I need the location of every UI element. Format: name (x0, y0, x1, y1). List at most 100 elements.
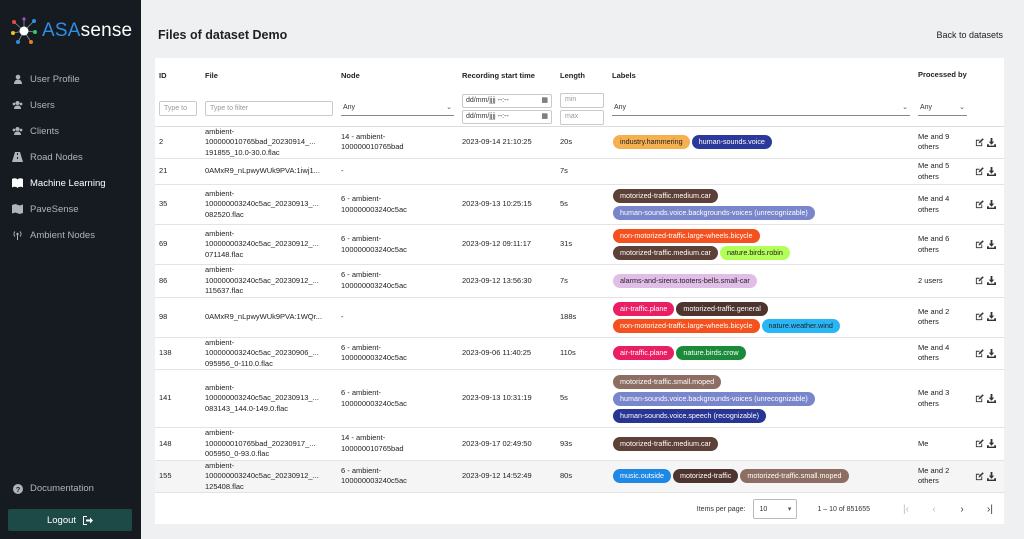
table-row[interactable]: 21 0AMxR9_nLpwyWUk9PVA:1iwj1... - 7s Me and … (155, 158, 1004, 185)
label-chip[interactable]: motorized-traffic (672, 469, 739, 484)
label-chip[interactable]: motorized-traffic.small.moped (613, 374, 722, 389)
edit-icon[interactable] (975, 394, 984, 403)
sidebar-item-road-nodes[interactable]: Road Nodes (0, 144, 141, 170)
download-icon[interactable] (987, 166, 996, 176)
items-per-page-select[interactable]: 10 ▾ (753, 499, 798, 519)
label-chip[interactable]: nature.weather.wind (761, 318, 840, 333)
node-filter-select[interactable]: Any ⌄ (341, 101, 454, 117)
download-icon[interactable] (987, 137, 996, 147)
date-from-input[interactable]: dd/mm/jjjj --:-- ▦ (462, 93, 552, 108)
column-header-length[interactable]: Length (560, 70, 585, 80)
label-chip[interactable]: motorized-traffic.medium.car (613, 436, 718, 451)
cell-id: 2 (155, 126, 201, 159)
processed-line: others (918, 476, 939, 486)
length-min-input[interactable]: min (560, 92, 604, 108)
table-row[interactable]: 155 ambient- 100000003240c5ac_20230912_...… (155, 460, 1004, 493)
label-chip[interactable]: air-traffic.plane (613, 301, 675, 316)
edit-icon[interactable] (975, 200, 984, 209)
column-header-file[interactable]: File (205, 70, 218, 80)
file-line: 100000010765bad_20230914_... (205, 137, 316, 146)
sidebar-item-pavesense[interactable]: PaveSense (0, 196, 141, 222)
cell-node: - (337, 297, 458, 338)
sidebar-item-users[interactable]: Users (0, 92, 141, 118)
id-filter-input[interactable]: Type to (159, 101, 197, 117)
column-header-labels[interactable]: Labels (612, 70, 636, 80)
file-line: ambient- (205, 265, 235, 274)
label-chip[interactable]: motorized-traffic.medium.car (613, 189, 718, 203)
file-line: 100000003240c5ac_20230912_... (205, 275, 319, 285)
sidebar-item-clients[interactable]: Clients (0, 118, 141, 144)
edit-icon[interactable] (975, 439, 984, 448)
label-chip[interactable]: nature.birds.crow (676, 346, 746, 361)
length-max-input[interactable]: max (560, 109, 604, 125)
file-filter-input[interactable]: Type to filter (205, 101, 333, 117)
back-to-datasets-link[interactable]: Back to datasets (936, 30, 1003, 40)
edit-icon[interactable] (975, 276, 984, 285)
column-header-start[interactable]: Recording start time (462, 70, 535, 80)
label-chip[interactable]: nature.birds.robin (719, 246, 790, 260)
calendar-icon[interactable]: ▦ (541, 96, 548, 104)
file-line: 083143_144.0-149.0.flac (205, 403, 288, 413)
table-row[interactable]: 138 ambient- 100000003240c5ac_20230906_...… (155, 337, 1004, 370)
column-header-id[interactable]: ID (159, 70, 167, 80)
edit-icon[interactable] (975, 471, 984, 481)
label-chip[interactable]: human-sounds.voice.backgrounds-voices (u… (613, 206, 815, 220)
next-page-button[interactable]: › (960, 503, 964, 515)
label-chip[interactable]: motorized-traffic.medium.car (613, 246, 718, 260)
brand-logo[interactable]: ASAsense (9, 16, 132, 46)
sidebar-item-documentation[interactable]: ? Documentation (12, 483, 94, 494)
column-header-node[interactable]: Node (341, 70, 360, 80)
sidebar-item-user-profile[interactable]: User Profile (0, 66, 141, 92)
cell-actions (971, 264, 1004, 298)
logout-button[interactable]: Logout (8, 509, 132, 531)
label-chip[interactable]: air-traffic.plane (613, 346, 675, 361)
download-icon[interactable] (987, 199, 996, 209)
download-icon[interactable] (987, 239, 996, 249)
sidebar-item-ambient-nodes[interactable]: Ambient Nodes (0, 222, 141, 248)
label-chip[interactable]: motorized-traffic.general (676, 301, 768, 316)
node-line: 100000003240c5ac (341, 204, 407, 214)
calendar-icon[interactable]: ▦ (541, 112, 548, 120)
cell-actions (971, 158, 1004, 185)
cell-id: 86 (155, 264, 201, 298)
table-row[interactable]: 35 ambient- 100000003240c5ac_20230913_... 0… (155, 184, 1004, 225)
table-row[interactable]: 98 0AMxR9_nLpwyWUk9PVA:1WQr... -188s air-tr… (155, 297, 1004, 338)
prev-page-button[interactable]: ‹ (932, 503, 936, 515)
table-row[interactable]: 141 ambient- 100000003240c5ac_20230913_...… (155, 369, 1004, 428)
edit-icon[interactable] (975, 137, 984, 147)
date-to-input[interactable]: dd/mm/jjjj --:-- ▦ (462, 109, 552, 124)
edit-icon[interactable] (975, 167, 984, 176)
sidebar-item-machine-learning[interactable]: Machine Learning (0, 170, 141, 196)
last-page-button[interactable]: ›| (987, 503, 993, 515)
label-chip[interactable]: music.outside (613, 469, 671, 484)
edit-icon[interactable] (975, 348, 984, 358)
processed-line: others (918, 398, 939, 408)
edit-icon[interactable] (975, 312, 984, 321)
table-row[interactable]: 86 ambient- 100000003240c5ac_20230912_... 1… (155, 264, 1004, 298)
label-chip[interactable]: human-sounds.voice (691, 135, 772, 150)
labels-filter-select[interactable]: Any ⌄ (612, 101, 910, 117)
download-icon[interactable] (987, 471, 996, 481)
download-icon[interactable] (987, 348, 996, 358)
column-header-processed[interactable]: Processed by (918, 70, 967, 79)
label-chip[interactable]: non-motorized-traffic.large-wheels.bicyc… (613, 229, 760, 243)
table-row[interactable]: 69 ambient- 100000003240c5ac_20230912_... 0… (155, 224, 1004, 265)
first-page-button[interactable]: |‹ (903, 503, 909, 515)
label-chip[interactable]: human-sounds.voice.backgrounds-voices (u… (613, 391, 815, 406)
download-icon[interactable] (987, 276, 996, 286)
road-icon (12, 152, 23, 163)
label-chip[interactable]: non-motorized-traffic.large-wheels.bicyc… (613, 318, 760, 333)
table-row[interactable]: 148 ambient- 100000010765bad_20230917_... 0… (155, 427, 1004, 461)
processed-filter-select[interactable]: Any ⌄ (918, 101, 967, 117)
download-icon[interactable] (987, 312, 996, 322)
label-chip[interactable]: motorized-traffic.small.moped (740, 469, 849, 484)
label-chip[interactable]: human-sounds.voice.speech (recognizable) (613, 408, 767, 423)
label-line: air-traffic.plane nature.birds.crow (612, 345, 910, 362)
file-line: 115637.flac (205, 286, 244, 295)
edit-icon[interactable] (975, 240, 984, 249)
label-chip[interactable]: industry.hammering (613, 135, 690, 150)
label-chip[interactable]: alarms-and-sirens.tooters-bells.small-ca… (613, 273, 757, 288)
download-icon[interactable] (987, 393, 996, 403)
table-row[interactable]: 2 ambient- 100000010765bad_20230914_... 191… (155, 126, 1004, 159)
download-icon[interactable] (987, 439, 996, 449)
